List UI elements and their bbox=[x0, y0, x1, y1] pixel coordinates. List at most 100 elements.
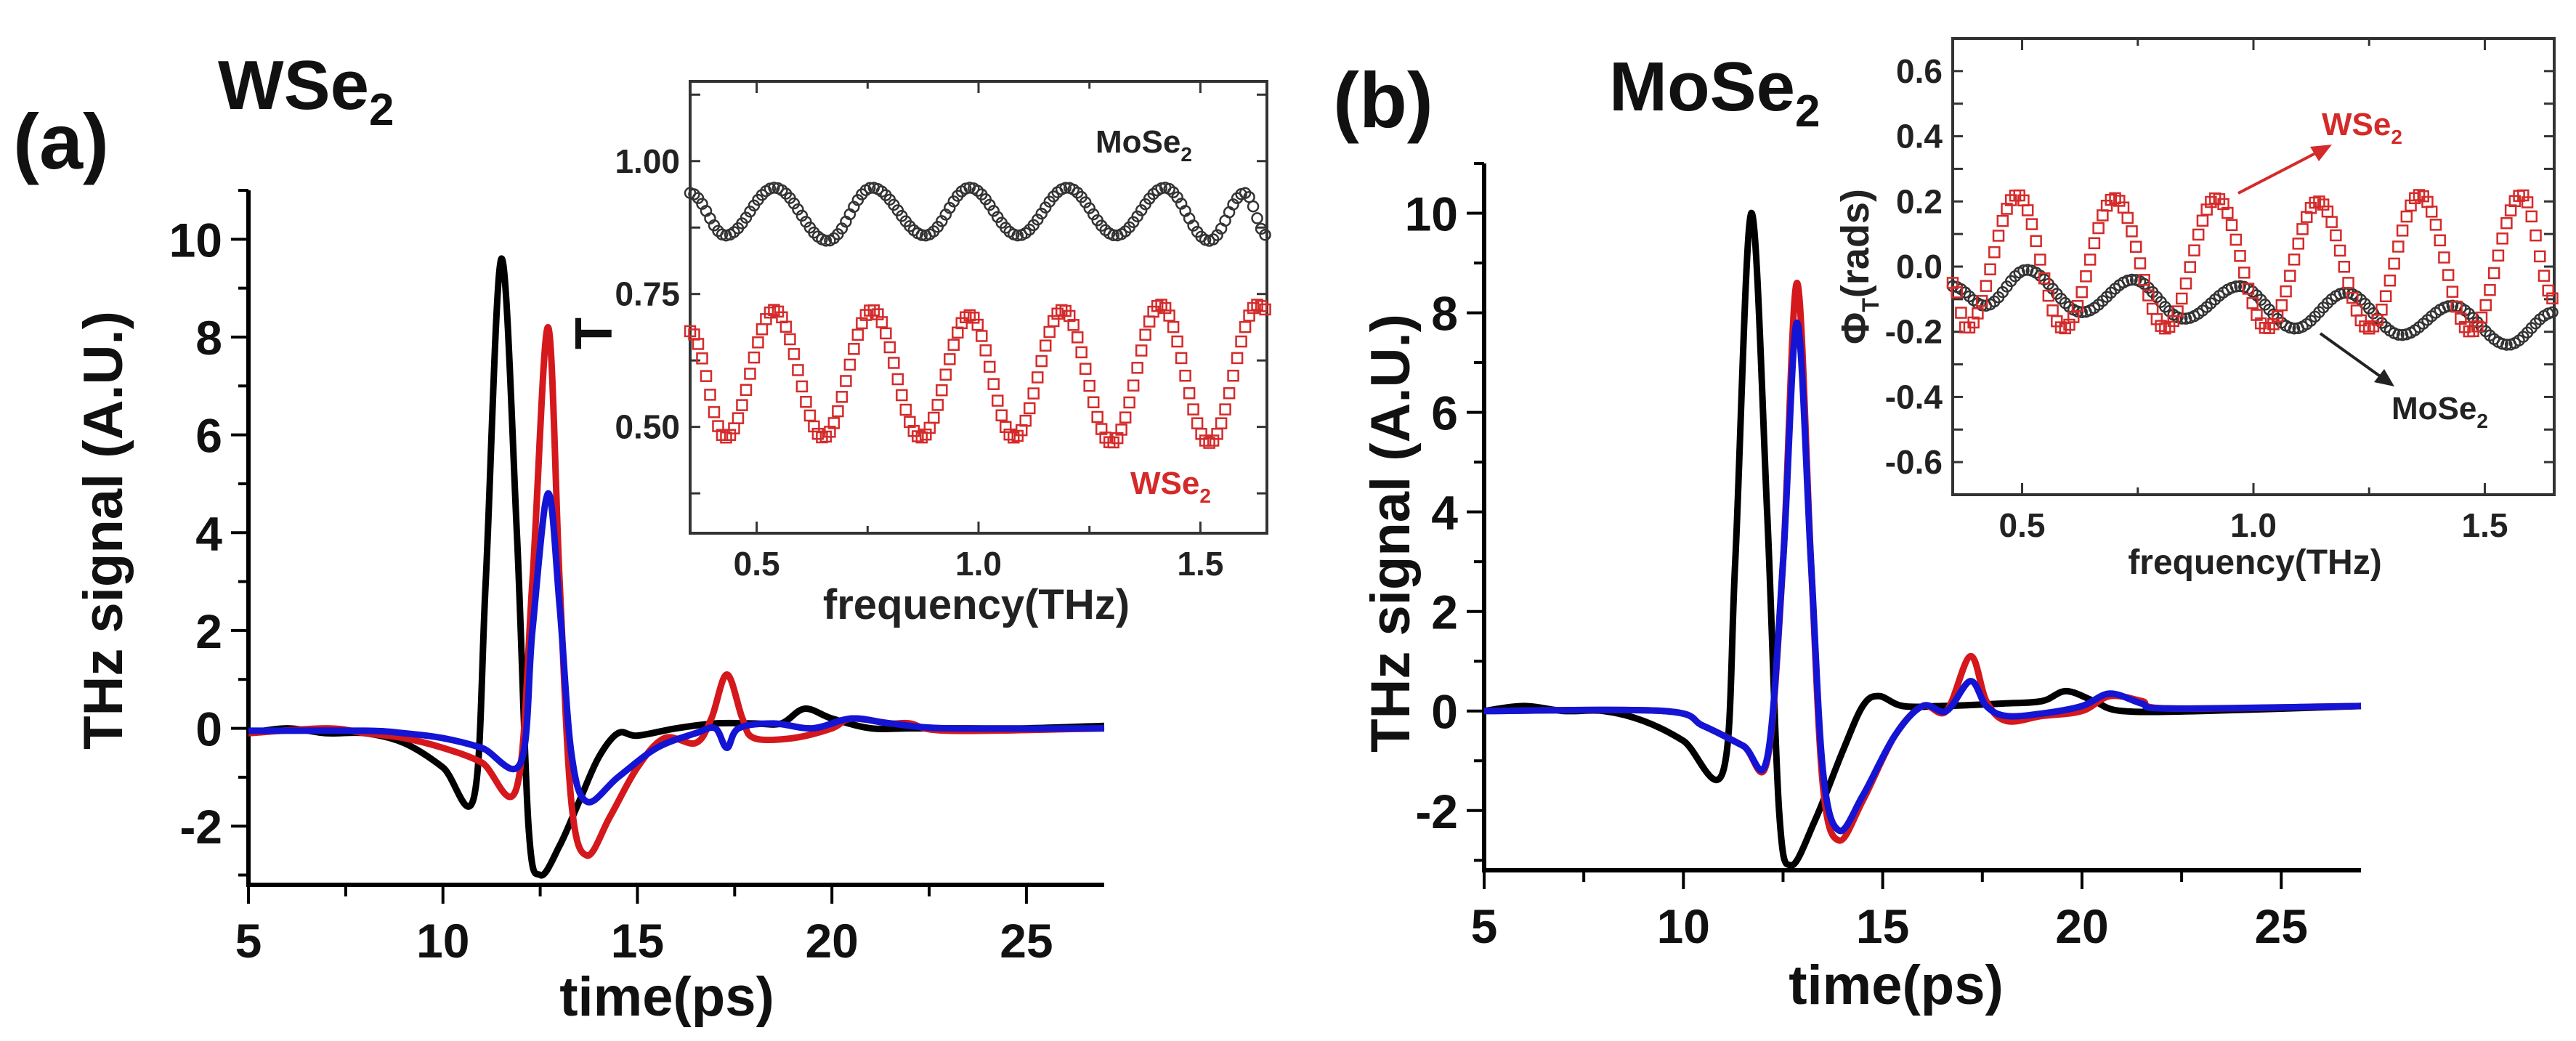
data-point bbox=[2333, 244, 2346, 257]
data-point bbox=[2171, 305, 2184, 317]
data-point bbox=[732, 412, 745, 424]
data-point bbox=[1992, 230, 2005, 242]
data-point bbox=[1155, 182, 1167, 195]
data-point bbox=[872, 308, 884, 320]
x-axis-title-a: time(ps) bbox=[559, 966, 774, 1028]
data-point bbox=[1259, 229, 1271, 241]
data-point bbox=[2413, 189, 2426, 201]
x-tick-label: 20 bbox=[805, 914, 858, 968]
arrow-wse2-b bbox=[2237, 149, 2322, 195]
inset-label-wse2-a: WSe2 bbox=[1130, 466, 1211, 507]
data-point bbox=[2521, 196, 2534, 208]
data-point bbox=[832, 405, 844, 418]
y-tick-label: 8 bbox=[1431, 287, 1458, 341]
data-point bbox=[2446, 285, 2459, 298]
data-point bbox=[2455, 312, 2467, 325]
data-point bbox=[1035, 207, 1048, 220]
x-tick-label: 10 bbox=[1657, 899, 1710, 953]
data-point bbox=[1115, 424, 1127, 436]
y-tick-label: 10 bbox=[1405, 187, 1458, 241]
data-point bbox=[1047, 315, 1060, 328]
data-point bbox=[2251, 309, 2263, 321]
data-point bbox=[712, 420, 724, 432]
data-point bbox=[808, 420, 820, 433]
data-point bbox=[1171, 335, 1183, 348]
data-point bbox=[1159, 301, 1172, 315]
data-point bbox=[2238, 267, 2251, 279]
data-point bbox=[2471, 320, 2484, 333]
data-point bbox=[1063, 309, 1076, 323]
data-point bbox=[2001, 203, 2013, 215]
data-point bbox=[2500, 339, 2513, 351]
data-point bbox=[1083, 202, 1095, 214]
data-point bbox=[984, 360, 996, 373]
data-point bbox=[2126, 225, 2138, 238]
data-point bbox=[1107, 229, 1119, 241]
data-point bbox=[1251, 212, 1263, 224]
data-point bbox=[883, 341, 896, 354]
data-point bbox=[2075, 285, 2088, 299]
inset-y-tick-label: 0.75 bbox=[615, 275, 680, 313]
data-point bbox=[1175, 352, 1188, 365]
arrowhead-mose2-b bbox=[2374, 369, 2394, 386]
data-point bbox=[1091, 410, 1103, 424]
data-point bbox=[1975, 295, 1988, 307]
data-point bbox=[1155, 299, 1167, 311]
data-point bbox=[2517, 189, 2530, 202]
data-point bbox=[2442, 300, 2455, 312]
data-point bbox=[1135, 204, 1148, 216]
data-point bbox=[2438, 251, 2450, 264]
data-point bbox=[904, 416, 916, 429]
data-point bbox=[904, 220, 916, 232]
data-point bbox=[2083, 254, 2097, 266]
inset-x-axis-title-b: frequency(THz) bbox=[2128, 543, 2381, 582]
inset-label-wse2-b: WSe2 bbox=[2322, 107, 2402, 148]
data-point bbox=[752, 336, 764, 349]
data-point bbox=[708, 406, 721, 418]
data-point bbox=[1000, 421, 1012, 433]
data-point bbox=[864, 182, 876, 195]
data-point bbox=[1996, 214, 2009, 227]
data-point bbox=[2138, 274, 2150, 286]
data-point bbox=[2129, 240, 2142, 253]
data-point bbox=[827, 417, 841, 429]
data-point bbox=[1031, 371, 1044, 384]
data-point bbox=[1988, 246, 2001, 259]
data-point bbox=[2492, 249, 2505, 262]
data-point bbox=[764, 306, 777, 319]
data-point bbox=[851, 328, 864, 341]
data-point bbox=[2409, 192, 2421, 205]
data-point bbox=[1039, 339, 1052, 352]
data-point bbox=[1951, 286, 1963, 299]
data-point bbox=[2246, 297, 2259, 309]
data-point bbox=[987, 205, 1000, 217]
data-point bbox=[1195, 428, 1207, 440]
data-point bbox=[2142, 289, 2155, 301]
data-point bbox=[976, 330, 988, 342]
data-point bbox=[744, 368, 756, 380]
data-point bbox=[740, 384, 753, 397]
y-tick-label: 2 bbox=[195, 604, 222, 658]
data-point bbox=[1199, 434, 1212, 447]
data-point bbox=[692, 338, 705, 350]
data-point bbox=[2313, 195, 2325, 208]
inset-y-tick-label: 0.6 bbox=[1896, 52, 1943, 90]
data-point bbox=[792, 364, 804, 376]
arrowhead-wse2-b bbox=[2310, 145, 2332, 161]
data-point bbox=[1239, 187, 1252, 199]
x-tick-label: 10 bbox=[416, 914, 469, 968]
inset-y-tick-label: 0.50 bbox=[615, 408, 680, 446]
data-point bbox=[2392, 328, 2405, 341]
data-point bbox=[2362, 322, 2375, 335]
inset-y-axis-title-a: T bbox=[565, 317, 623, 349]
data-point bbox=[1035, 355, 1048, 368]
data-point bbox=[984, 198, 996, 211]
data-point bbox=[2184, 261, 2196, 273]
data-point bbox=[1259, 303, 1271, 316]
data-point bbox=[2042, 289, 2055, 302]
data-point bbox=[2159, 322, 2171, 335]
data-point bbox=[1095, 423, 1108, 435]
data-point bbox=[2388, 257, 2400, 270]
x-axis-title-b: time(ps) bbox=[1789, 955, 2004, 1016]
